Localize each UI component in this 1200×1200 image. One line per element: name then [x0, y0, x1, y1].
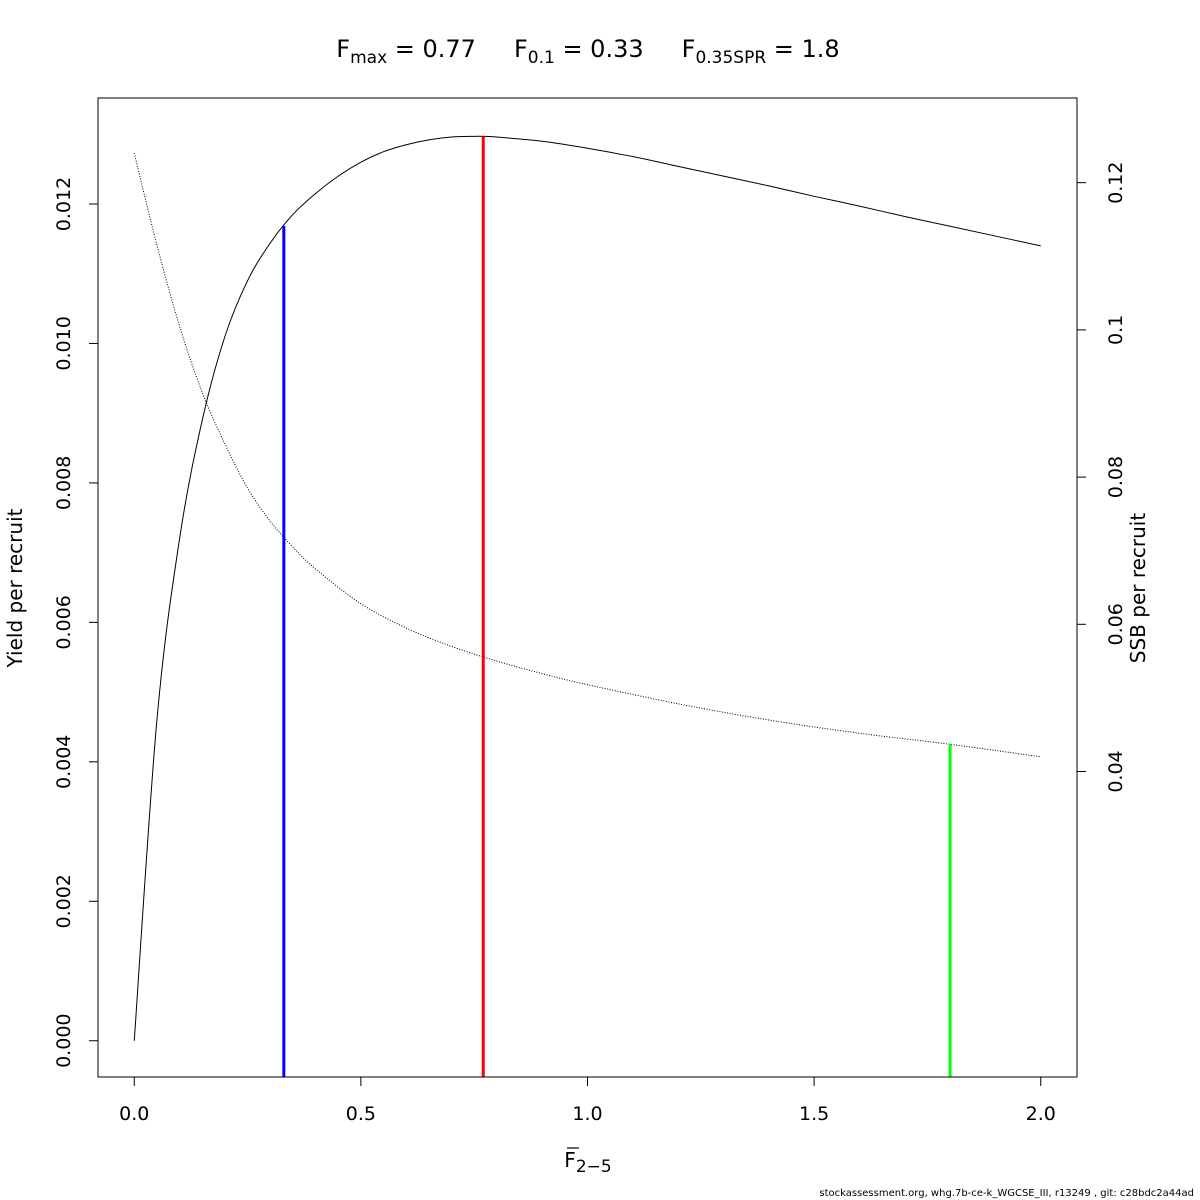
y-tick-label: 0.002 [53, 874, 75, 928]
curves [133, 135, 1041, 1041]
x-tick-label: 1.0 [572, 1103, 602, 1125]
y2-tick-label: 0.12 [1105, 162, 1127, 204]
y-tick-label: 0.000 [53, 1013, 75, 1067]
y-axis-right: 0.04 0.06 0.08 0.1 0.12 [1076, 162, 1127, 793]
ssb-per-recruit-curve [133, 153, 1041, 758]
y-tick-label: 0.006 [53, 595, 75, 649]
y-tick-label: 0.004 [53, 735, 75, 789]
y-tick-label: 0.008 [53, 456, 75, 510]
x-axis-title-text: F2−5 [564, 1148, 611, 1177]
title-text: Fmax = 0.77 F0.1 = 0.33 F0.35SPR = 1.8 [336, 35, 839, 68]
x-tick-label: 0.5 [346, 1103, 376, 1125]
x-axis-title: F2−5 [564, 1147, 612, 1177]
y2-tick-label: 0.06 [1105, 603, 1127, 645]
chart-title: Fmax = 0.77 F0.1 = 0.33 F0.35SPR = 1.8 [336, 35, 839, 68]
y2-tick-label: 0.1 [1105, 315, 1127, 345]
y2-tick-label: 0.04 [1105, 750, 1127, 792]
footer-note: stockassessment.org, whg.7b-ce-k_WGCSE_I… [819, 1188, 1194, 1199]
x-tick-label: 1.5 [799, 1103, 829, 1125]
y-axis-left: 0.000 0.002 0.004 0.006 0.008 0.010 0.012 [53, 177, 99, 1068]
x-axis: 0.0 0.5 1.0 1.5 2.0 [119, 1076, 1056, 1125]
y-axis-title: Yield per recruit [3, 508, 27, 668]
yield-per-recruit-curve [133, 135, 1041, 1041]
y-tick-label: 0.010 [53, 316, 75, 370]
y2-axis-title: SSB per recruit [1126, 513, 1150, 664]
y-tick-label: 0.012 [53, 177, 75, 231]
plot-frame [97, 97, 1078, 1078]
reference-lines [282, 136, 952, 1077]
y2-tick-label: 0.08 [1105, 456, 1127, 498]
x-tick-label: 0.0 [119, 1103, 149, 1125]
x-tick-label: 2.0 [1026, 1103, 1056, 1125]
